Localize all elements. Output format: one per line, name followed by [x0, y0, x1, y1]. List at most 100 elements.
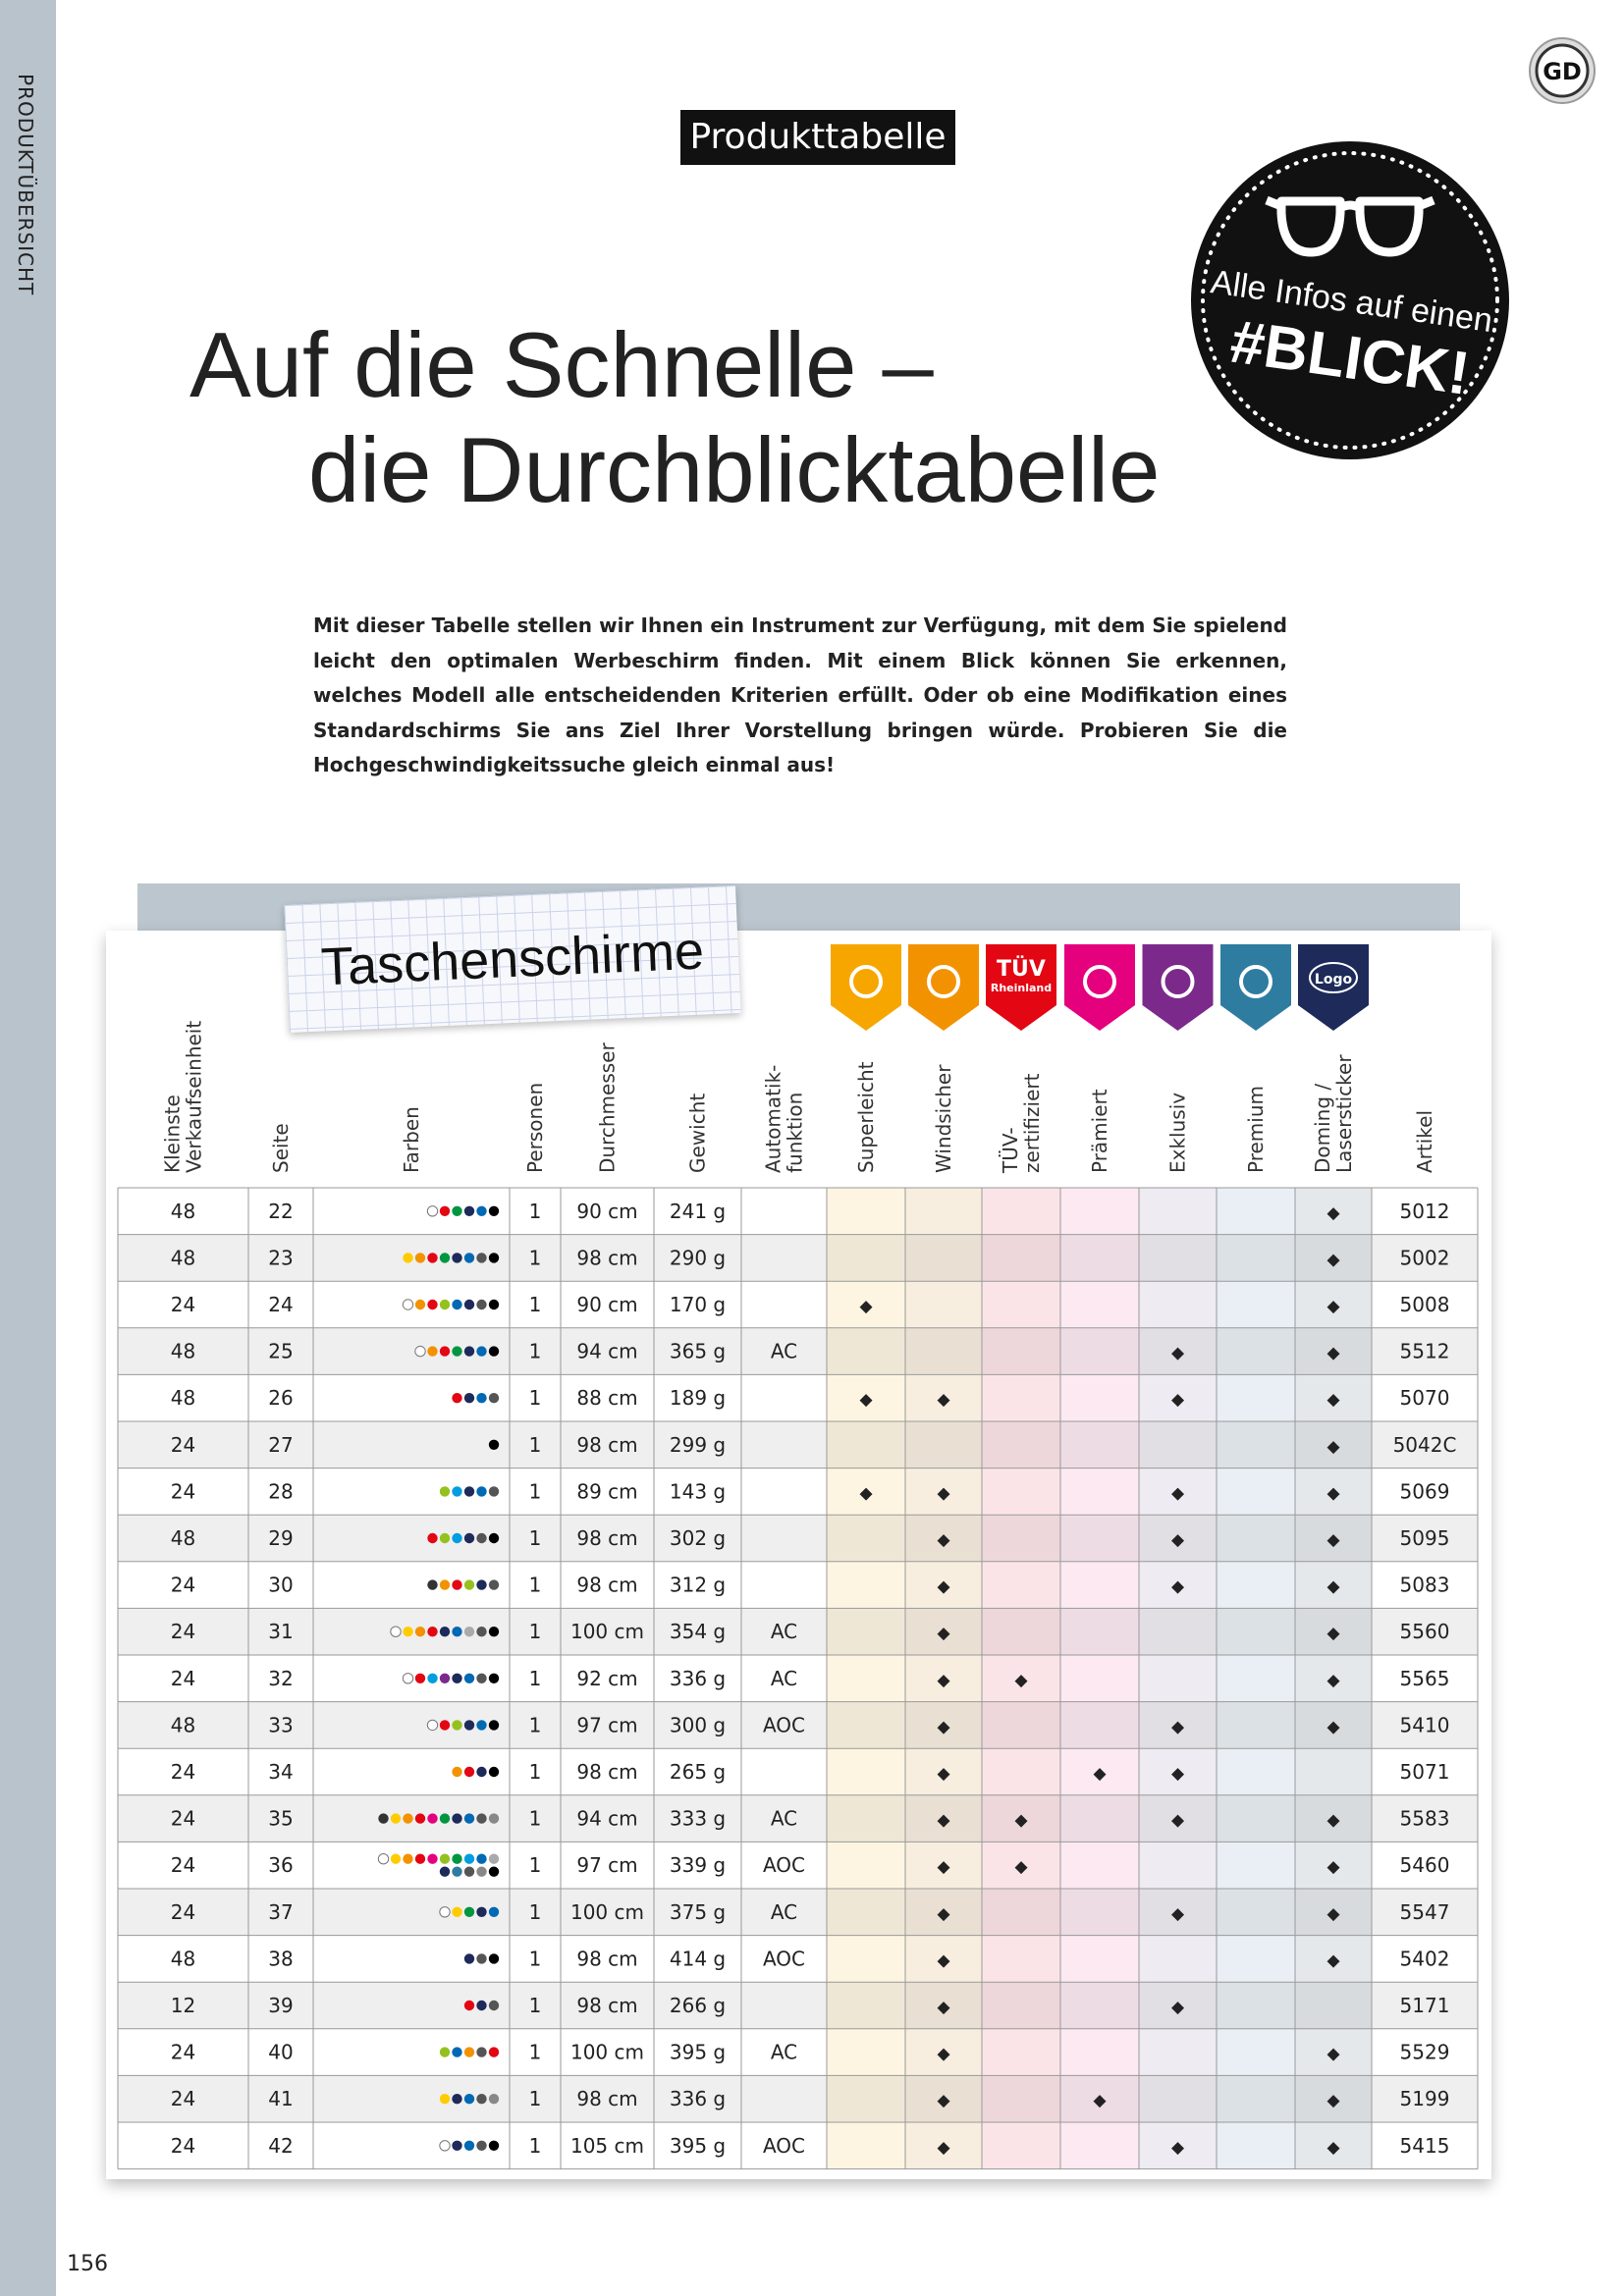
cell: 5008 [1400, 1293, 1450, 1316]
column-tint [982, 1701, 1060, 1749]
row-shade [1060, 1608, 1139, 1655]
cell: 24 [171, 1433, 195, 1457]
cell: 375 g [670, 1900, 726, 1924]
cell: 34 [268, 1760, 293, 1784]
cell: 27 [268, 1433, 293, 1457]
color-dot [463, 1253, 475, 1263]
row-shade [1217, 1515, 1295, 1562]
color-dot [452, 1853, 462, 1864]
cell: 1 [529, 1760, 542, 1784]
row-shade [905, 1421, 982, 1468]
column-tint [827, 2028, 905, 2076]
color-dot [463, 1299, 475, 1310]
feature-mark: ◆ [1326, 2091, 1340, 2110]
row-shade [1139, 1515, 1217, 1562]
column-tint [982, 1374, 1060, 1421]
column-tint [1295, 1327, 1372, 1375]
color-dot [463, 1532, 475, 1544]
color-dot [402, 1299, 414, 1310]
cell: 1 [529, 1947, 542, 1970]
row-shade [1139, 1327, 1217, 1375]
feature-mark: ◆ [1014, 1811, 1028, 1831]
cell: 1 [529, 2134, 542, 2158]
row-shade [827, 1608, 905, 1655]
cell: 94 cm [576, 1340, 637, 1363]
feature-mark: ◆ [937, 1530, 950, 1550]
color-dot [488, 1532, 500, 1544]
title-line: die Durchblicktabelle [308, 418, 1161, 521]
color-dot [476, 1627, 487, 1637]
cell: AC [771, 1900, 797, 1924]
color-dot [427, 1532, 438, 1544]
color-dot [414, 1299, 426, 1310]
tag: Produkttabelle [680, 110, 955, 165]
header-line: Exklusiv [1166, 1093, 1190, 1173]
row-shade [1295, 1421, 1372, 1468]
cell: 1 [529, 1340, 542, 1363]
color-dot [452, 1720, 462, 1731]
row-shade [1295, 1515, 1372, 1562]
color-dot [452, 1205, 462, 1217]
row-shade [1139, 1701, 1217, 1749]
column-header: KleinsteVerkaufseinheit [161, 1021, 206, 1173]
column-tint [1217, 1421, 1295, 1468]
icon-symbol [927, 965, 960, 998]
cell: 1 [529, 1433, 542, 1457]
color-dot [414, 1673, 426, 1684]
column-tint [1295, 1515, 1372, 1562]
column-tint [1295, 1701, 1372, 1749]
column-tint [1139, 1515, 1217, 1562]
cell: 1 [529, 2087, 542, 2110]
cell: 24 [171, 2134, 195, 2158]
cell: 1 [529, 2041, 542, 2064]
feature-mark: ◆ [859, 1390, 873, 1410]
color-dot [476, 2140, 487, 2151]
column-tint [1060, 1889, 1139, 1936]
column-tint [982, 2122, 1060, 2169]
cell: 40 [268, 2041, 293, 2064]
feature-icon [1064, 944, 1135, 1031]
color-dot [452, 1673, 462, 1684]
color-dot [488, 1393, 500, 1404]
cell: 98 cm [576, 1526, 637, 1550]
column-tint [1139, 1655, 1217, 1702]
color-dot [476, 1906, 487, 1918]
color-dot [427, 1813, 438, 1824]
row-shade [905, 1608, 982, 1655]
cell: AOC [763, 2134, 805, 2158]
column-tint [1295, 2028, 1372, 2076]
row-shade [1295, 1608, 1372, 1655]
column-tint [827, 1374, 905, 1421]
column-tint [827, 1842, 905, 1889]
cell: 5512 [1400, 1340, 1450, 1363]
column-tint [982, 2028, 1060, 2076]
feature-mark: ◆ [1171, 1344, 1185, 1363]
column-tint [827, 1421, 905, 1468]
color-dot [488, 1253, 500, 1263]
row-shade [982, 1889, 1060, 1936]
icon-label: TÜV [997, 956, 1046, 982]
cell: 266 g [670, 1994, 726, 2017]
feature-mark: ◆ [1326, 1203, 1340, 1223]
color-dot [439, 1813, 451, 1824]
row-shade [1060, 1515, 1139, 1562]
feature-mark: ◆ [1326, 1344, 1340, 1363]
column-header: Artikel [1413, 1110, 1436, 1173]
column-tint [827, 1561, 905, 1609]
row-shade [982, 2075, 1060, 2122]
color-dot [452, 2094, 462, 2105]
column-tint [1295, 1842, 1372, 1889]
color-dot [463, 1813, 475, 1824]
feature-icon [986, 944, 1056, 1031]
column-tint [905, 1561, 982, 1609]
cell: 189 g [670, 1386, 726, 1410]
column-tint [1060, 1515, 1139, 1562]
cell: 354 g [670, 1620, 726, 1643]
column-tint [1139, 1234, 1217, 1282]
badge [1191, 141, 1509, 459]
feature-mark: ◆ [1171, 1717, 1185, 1736]
column-tint [1217, 1188, 1295, 1235]
logo-ring [1535, 43, 1590, 98]
feature-icon [908, 944, 979, 1031]
